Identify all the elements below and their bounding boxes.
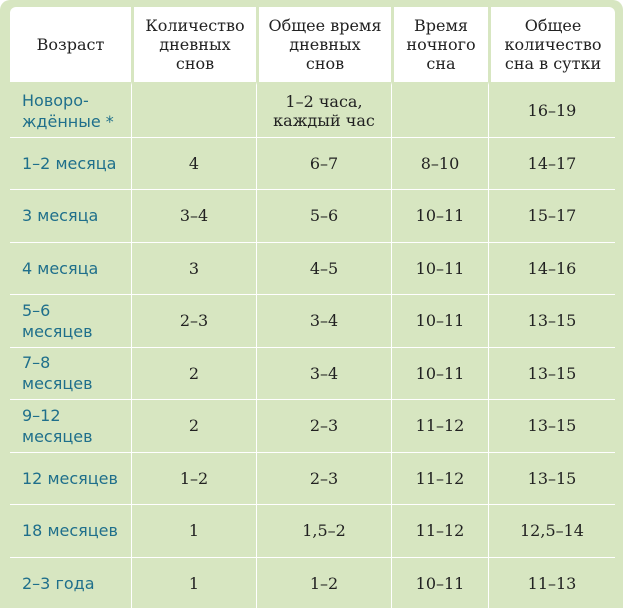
day-naps-cell: 1 (131, 557, 256, 609)
day-total-cell: 6–7 (256, 137, 391, 190)
age-cell: 1–2 месяца (10, 137, 131, 190)
night-cell: 11–12 (391, 504, 488, 557)
header-night-sleep: Время ночного сна (391, 7, 488, 82)
header-age: Возраст (10, 7, 131, 82)
age-cell: 2–3 года (10, 557, 131, 609)
total-cell: 13–15 (488, 399, 615, 452)
table-header: Возраст Количество дневных снов Общее вр… (10, 7, 615, 82)
total-cell: 14–16 (488, 242, 615, 295)
table-row: 18 месяцев 1 1,5–2 11–12 12,5–14 (10, 504, 615, 557)
night-cell: 10–11 (391, 242, 488, 295)
age-cell: 3 месяца (10, 189, 131, 242)
header-row: Возраст Количество дневных снов Общее вр… (10, 7, 615, 82)
night-cell: 10–11 (391, 557, 488, 609)
age-cell: 18 месяцев (10, 504, 131, 557)
age-cell: 7–8 месяцев (10, 347, 131, 400)
header-day-naps-count: Количество дневных снов (131, 7, 256, 82)
day-naps-cell: 1–2 (131, 452, 256, 505)
day-naps-cell: 2–3 (131, 294, 256, 347)
night-cell (391, 82, 488, 137)
table-row: 7–8 месяцев 2 3–4 10–11 13–15 (10, 347, 615, 400)
age-cell: 9–12 месяцев (10, 399, 131, 452)
day-total-cell: 3–4 (256, 294, 391, 347)
night-cell: 11–12 (391, 399, 488, 452)
table-row: 12 месяцев 1–2 2–3 11–12 13–15 (10, 452, 615, 505)
day-total-cell: 4–5 (256, 242, 391, 295)
night-cell: 10–11 (391, 347, 488, 400)
day-naps-cell: 3 (131, 242, 256, 295)
age-cell: Новоро- ждённые * (10, 82, 131, 137)
total-cell: 13–15 (488, 452, 615, 505)
day-naps-cell: 4 (131, 137, 256, 190)
day-total-cell: 1–2 (256, 557, 391, 609)
header-total-sleep: Общее количество сна в сутки (488, 7, 615, 82)
day-naps-cell: 1 (131, 504, 256, 557)
table-row: Новоро- ждённые * 1–2 часа, каждый час 1… (10, 82, 615, 137)
sleep-norms-table: Возраст Количество дневных снов Общее вр… (10, 7, 615, 609)
day-total-cell: 2–3 (256, 399, 391, 452)
day-total-cell: 1–2 часа, каждый час (256, 82, 391, 137)
total-cell: 12,5–14 (488, 504, 615, 557)
day-total-cell: 1,5–2 (256, 504, 391, 557)
total-cell: 14–17 (488, 137, 615, 190)
age-cell: 12 месяцев (10, 452, 131, 505)
total-cell: 13–15 (488, 347, 615, 400)
day-total-cell: 3–4 (256, 347, 391, 400)
day-naps-cell: 2 (131, 347, 256, 400)
day-naps-cell: 3–4 (131, 189, 256, 242)
table-row: 5–6 месяцев 2–3 3–4 10–11 13–15 (10, 294, 615, 347)
age-cell: 5–6 месяцев (10, 294, 131, 347)
table-row: 9–12 месяцев 2 2–3 11–12 13–15 (10, 399, 615, 452)
total-cell: 15–17 (488, 189, 615, 242)
table-row: 1–2 месяца 4 6–7 8–10 14–17 (10, 137, 615, 190)
table-row: 2–3 года 1 1–2 10–11 11–13 (10, 557, 615, 609)
table-row: 3 месяца 3–4 5–6 10–11 15–17 (10, 189, 615, 242)
day-naps-cell (131, 82, 256, 137)
day-total-cell: 2–3 (256, 452, 391, 505)
total-cell: 13–15 (488, 294, 615, 347)
total-cell: 11–13 (488, 557, 615, 609)
day-total-cell: 5–6 (256, 189, 391, 242)
age-cell: 4 месяца (10, 242, 131, 295)
table-row: 4 месяца 3 4–5 10–11 14–16 (10, 242, 615, 295)
header-day-sleep-total: Общее время дневных снов (256, 7, 391, 82)
table-body: Новоро- ждённые * 1–2 часа, каждый час 1… (10, 82, 615, 609)
day-naps-cell: 2 (131, 399, 256, 452)
night-cell: 11–12 (391, 452, 488, 505)
total-cell: 16–19 (488, 82, 615, 137)
night-cell: 10–11 (391, 189, 488, 242)
night-cell: 10–11 (391, 294, 488, 347)
night-cell: 8–10 (391, 137, 488, 190)
